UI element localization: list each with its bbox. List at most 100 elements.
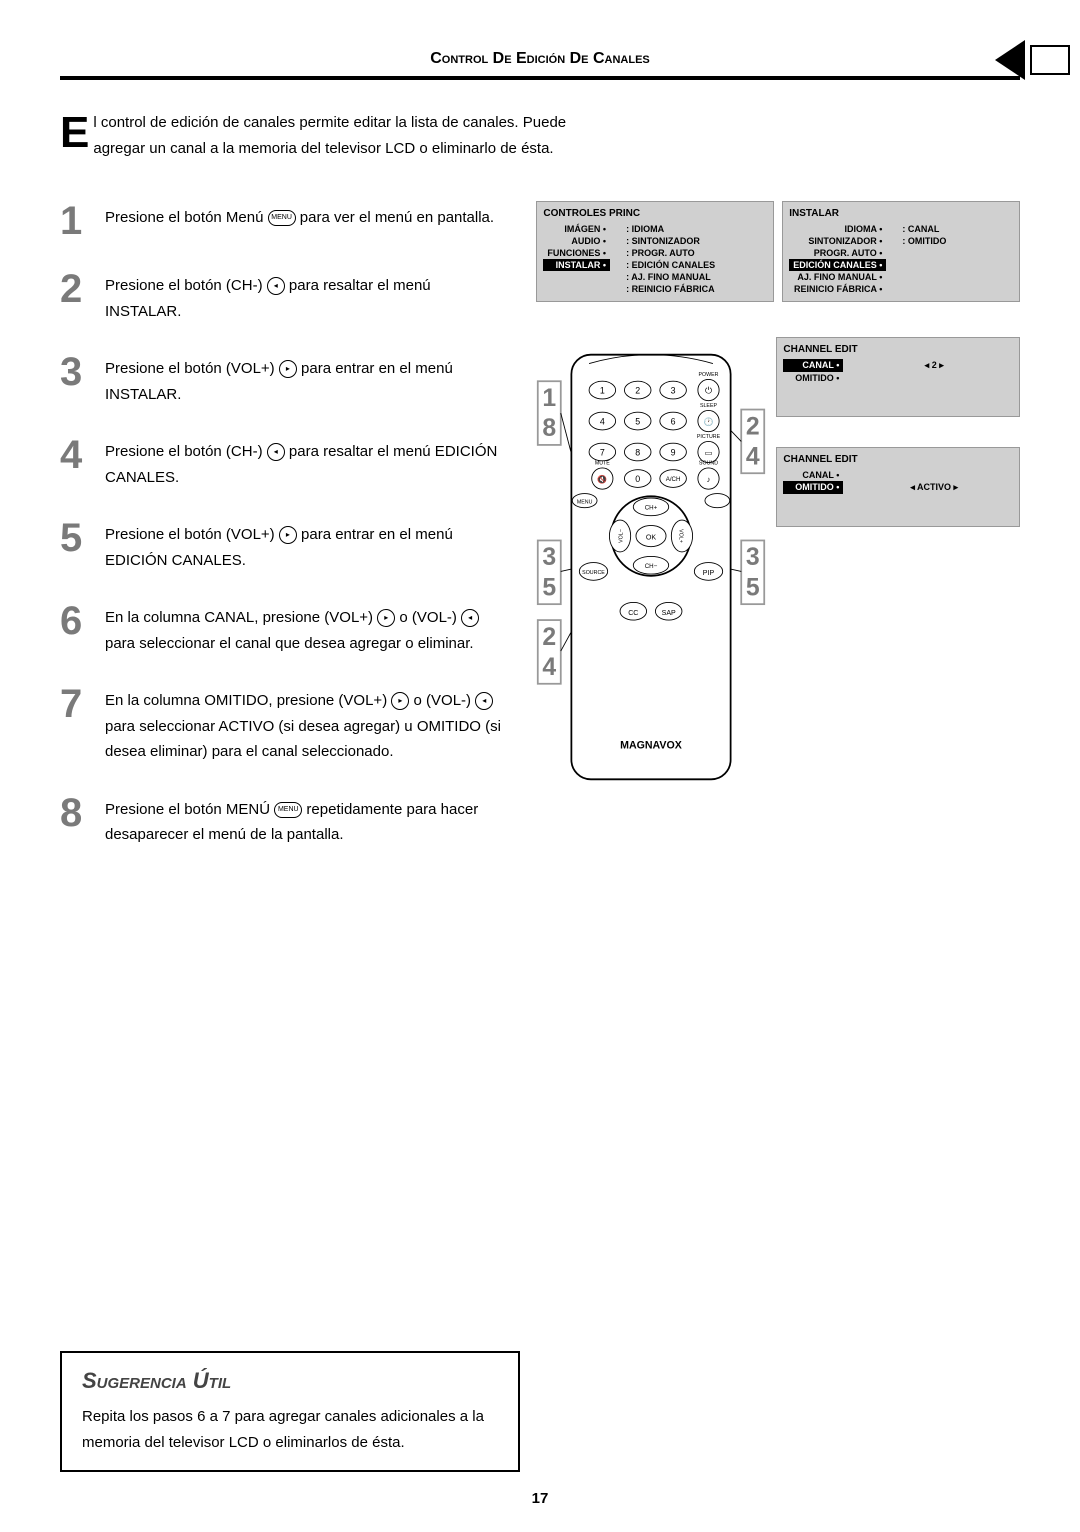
step-number: 2: [60, 269, 90, 324]
remote-area: 1 8 3 5 2 4 2 4 3 5: [536, 337, 1020, 797]
menu-item: FUNCIONES: [543, 247, 610, 259]
menu-item: IMÁGEN: [543, 223, 610, 235]
svg-text:♪: ♪: [707, 475, 711, 484]
intro-text: El control de edición de canales permite…: [60, 110, 588, 161]
svg-text:1: 1: [600, 386, 605, 396]
svg-text:3: 3: [543, 544, 557, 571]
menu-item: PROGR. AUTO: [789, 247, 886, 259]
svg-text:A/CH: A/CH: [666, 476, 681, 483]
ch--icon: ◂: [267, 443, 285, 461]
svg-text:9: 9: [671, 448, 676, 458]
page-number: 17: [0, 1490, 1080, 1507]
step: 6En la columna CANAL, presione (VOL+) ▸ …: [60, 601, 506, 656]
menu-instalar: INSTALARIDIOMASINTONIZADORPROGR. AUTOEDI…: [782, 201, 1020, 302]
svg-text:CC: CC: [629, 610, 639, 617]
vol+-icon: ▸: [377, 609, 395, 627]
menu-item: SINTONIZADOR: [789, 235, 886, 247]
svg-text:POWER: POWER: [699, 372, 719, 378]
step-text: Presione el botón (CH-) ◂ para resaltar …: [105, 435, 506, 490]
menu-item: : EDICIÓN CANALES: [622, 259, 719, 271]
menu-item: AJ. FINO MANUAL: [789, 271, 886, 283]
svg-text:0: 0: [636, 474, 641, 484]
step-text: Presione el botón (VOL+) ▸ para entrar e…: [105, 352, 506, 407]
step: 2 Presione el botón (CH-) ◂ para resaltar…: [60, 269, 506, 324]
step-text: En la columna CANAL, presione (VOL+) ▸ o…: [105, 601, 506, 656]
menu-item: : OMITIDO: [898, 235, 950, 247]
menu-item: EDICIÓN CANALES: [789, 259, 886, 271]
svg-text:6: 6: [671, 417, 676, 427]
svg-text:CH+: CH+: [645, 505, 658, 512]
menu-title: CHANNEL EDIT: [783, 344, 1013, 355]
svg-text:VOL+: VOL+: [678, 529, 684, 543]
svg-text:OK: OK: [646, 535, 656, 542]
svg-text:3: 3: [746, 544, 760, 571]
svg-text:SLEEP: SLEEP: [700, 403, 718, 409]
vol+-icon: ▸: [279, 526, 297, 544]
vol+-icon: ▸: [279, 360, 297, 378]
menu-item-value: [855, 372, 1013, 384]
right-menus-column: CHANNEL EDITCANAL •◂ 2 ▸OMITIDO • CHANNE…: [776, 337, 1020, 542]
svg-text:SOURCE: SOURCE: [583, 570, 606, 576]
svg-text:3: 3: [671, 386, 676, 396]
svg-text:4: 4: [543, 654, 557, 681]
svg-text:MAGNAVOX: MAGNAVOX: [621, 739, 683, 751]
menu-title: INSTALAR: [789, 208, 1013, 219]
menu-item-label: OMITIDO •: [783, 481, 843, 494]
menu-title: CONTROLES PRINC: [543, 208, 767, 219]
svg-text:PIP: PIP: [703, 570, 715, 577]
menu-item: : AJ. FINO MANUAL: [622, 271, 719, 283]
step-text: Presione el botón (VOL+) ▸ para entrar e…: [105, 518, 506, 573]
svg-text:5: 5: [543, 574, 557, 601]
svg-text:🔇: 🔇: [598, 474, 608, 484]
main-content: 1 Presione el botón Menú MENU para ver el…: [60, 201, 1020, 876]
svg-text:CH−: CH−: [645, 563, 658, 570]
menu-item: REINICIO FÁBRICA: [789, 283, 886, 295]
svg-text:8: 8: [543, 415, 557, 442]
step-number: 4: [60, 435, 90, 490]
menu-item: : IDIOMA: [622, 223, 719, 235]
tip-text: Repita los pasos 6 a 7 para agregar cana…: [82, 1404, 498, 1455]
ch--icon: ◂: [267, 277, 285, 295]
menu-title: CHANNEL EDIT: [783, 454, 1013, 465]
menu-icon: MENU: [274, 802, 302, 818]
svg-text:MENU: MENU: [577, 499, 593, 505]
svg-text:PICTURE: PICTURE: [697, 434, 721, 440]
svg-text:7: 7: [600, 448, 605, 458]
vol+-icon: ▸: [391, 692, 409, 710]
step: 4 Presione el botón (CH-) ◂ para resaltar…: [60, 435, 506, 490]
step: 7En la columna OMITIDO, presione (VOL+) …: [60, 684, 506, 765]
svg-text:VOL−: VOL−: [619, 529, 625, 543]
menu-item: : PROGR. AUTO: [622, 247, 719, 259]
menu-channel-edit-1: CHANNEL EDITCANAL •◂ 2 ▸OMITIDO •: [776, 337, 1020, 417]
menu-item: INSTALAR: [543, 259, 610, 271]
menu-icon: MENU: [268, 210, 296, 226]
menu-item-label: OMITIDO •: [783, 372, 843, 384]
header-tab: [970, 40, 1080, 80]
menu-item-value: [855, 469, 1013, 481]
step-number: 7: [60, 684, 90, 765]
menu-channel-edit-2: CHANNEL EDITCANAL •OMITIDO •◂ ACTIVO ▸: [776, 447, 1020, 527]
svg-text:8: 8: [636, 448, 641, 458]
remote-control-diagram: 1 8 3 5 2 4 2 4 3 5: [536, 337, 766, 797]
menu-item: : CANAL: [898, 223, 950, 235]
step-number: 5: [60, 518, 90, 573]
tip-box: Sugerencia Útil Repita los pasos 6 a 7 p…: [60, 1351, 520, 1472]
step: 5 Presione el botón (VOL+) ▸ para entrar …: [60, 518, 506, 573]
top-menus-row: CONTROLES PRINCIMÁGENAUDIOFUNCIONESINSTA…: [536, 201, 1020, 317]
step-number: 8: [60, 793, 90, 848]
step-text: Presione el botón Menú MENU para ver el …: [105, 201, 494, 241]
menu-item: : SINTONIZADOR: [622, 235, 719, 247]
svg-text:5: 5: [636, 417, 641, 427]
diagrams-column: CONTROLES PRINCIMÁGENAUDIOFUNCIONESINSTA…: [536, 201, 1020, 876]
svg-text:4: 4: [746, 443, 760, 470]
svg-text:4: 4: [600, 417, 605, 427]
step-number: 3: [60, 352, 90, 407]
svg-text:SOUND: SOUND: [699, 460, 718, 466]
step-text: Presione el botón (CH-) ◂ para resaltar …: [105, 269, 506, 324]
page-header: Control De Edición De Canales: [60, 50, 1020, 80]
svg-text:2: 2: [746, 413, 760, 440]
vol--icon: ◂: [475, 692, 493, 710]
step: 3 Presione el botón (VOL+) ▸ para entrar …: [60, 352, 506, 407]
step: 8Presione el botón MENÚ MENU repetidamen…: [60, 793, 506, 848]
menu-item-label: CANAL •: [783, 359, 843, 372]
